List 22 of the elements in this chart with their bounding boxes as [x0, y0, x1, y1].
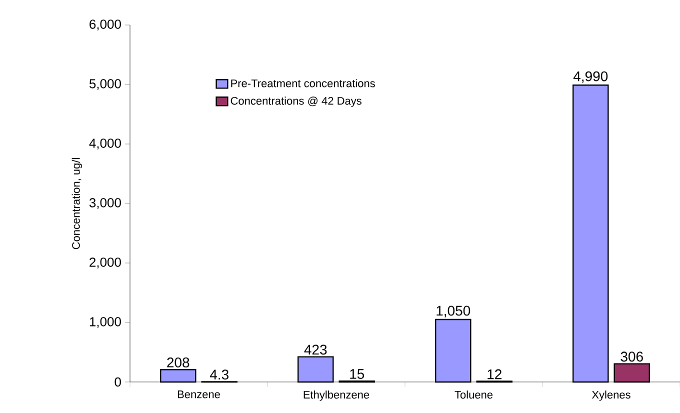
data-label: 1,050 [436, 306, 470, 318]
data-label: 15 [350, 369, 364, 379]
y-tick-label: 3,000 [89, 198, 121, 209]
y-tick-label: 2,000 [90, 258, 121, 268]
y-tick-label: 4,000 [89, 138, 121, 150]
y-tick-label: 1,000 [90, 317, 121, 328]
data-label: 4.3 [210, 370, 228, 380]
data-label: 306 [620, 352, 643, 362]
data-label: 12 [488, 369, 502, 380]
x-tick-label: Benzene [178, 390, 220, 398]
legend-label: Concentrations @ 42 Days [230, 96, 362, 107]
data-label: 208 [167, 358, 190, 368]
legend-label: Pre-Treatment concentrations [231, 79, 375, 88]
x-tick-label: Ethylbenzene [304, 390, 370, 401]
y-tick-label: 5,000 [89, 79, 121, 90]
x-tick-label: Toluene [454, 390, 493, 399]
x-tick-label: Xylenes [592, 390, 630, 401]
data-label: 4,990 [573, 71, 608, 83]
y-axis-title: Concentration, ug/l [72, 158, 82, 250]
y-tick-label: 6,000 [90, 20, 121, 30]
y-tick-label: 0 [114, 377, 121, 387]
data-label: 423 [304, 344, 327, 355]
